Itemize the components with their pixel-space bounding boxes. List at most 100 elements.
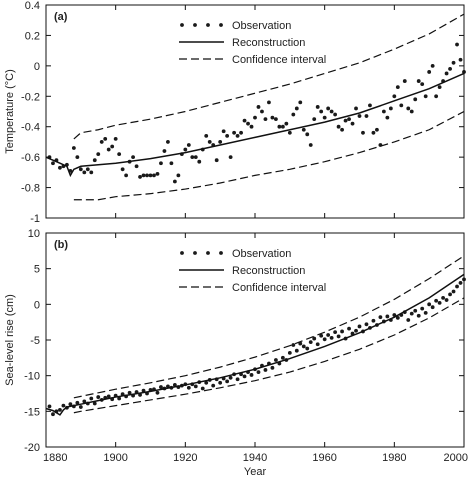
observation-point [368,103,372,108]
observation-point [155,171,160,176]
observation-point [92,158,97,163]
observation-point [354,106,358,111]
observation-point [301,127,306,132]
observation-point [214,158,219,163]
confidence-interval-line [73,13,465,140]
observation-point [256,370,261,374]
panel-label: (a) [54,11,68,23]
observation-point [103,136,108,141]
observation-point [416,79,421,83]
observation-point [183,147,188,152]
observation-point [444,71,449,76]
observation-point [267,100,271,105]
observation-point [399,103,404,108]
observation-point [96,395,101,399]
observation-point [106,147,111,152]
observation-point [124,173,129,178]
series-dashed-3 [73,297,465,414]
observation-point [420,306,425,311]
observation-point [427,302,432,307]
observation-point [159,161,163,166]
x-tick-label: 1880 [43,452,67,464]
y-tick-label: -0.8 [21,183,40,195]
y-axis-title: Sea-level rise (cm) [4,294,16,386]
observation-point [239,130,243,135]
observation-point [343,118,348,123]
confidence-interval-line [73,255,465,399]
observation-point [357,114,362,118]
observation-point [242,118,247,123]
observation-point [256,105,261,109]
observation-point [270,115,275,120]
observation-point [148,173,153,178]
reconstruction-line [45,273,465,416]
y-tick-label: -0.2 [21,91,40,103]
observation-point [315,105,320,109]
legend-dot [180,251,184,255]
y-tick-label: -10 [24,371,40,383]
legend-label: Observation [232,248,291,260]
observation-point [280,124,285,129]
observation-point [305,132,310,137]
observation-point [385,115,390,120]
observation-point [228,155,233,160]
y-tick-label: 0 [34,299,40,311]
observation-point [441,296,445,300]
observation-point [347,326,351,331]
legend-dot [180,23,184,27]
observation-point [354,328,358,333]
series-scatter-0 [47,42,466,184]
observation-point [357,324,362,329]
observation-point [326,106,331,111]
observation-point [381,109,386,114]
observation-point [336,124,341,129]
observation-point [322,115,327,120]
observation-point [186,143,191,147]
observation-point [427,70,432,74]
observation-point [99,140,104,144]
observation-point [120,167,125,172]
observation-point [287,350,292,355]
observation-point [448,67,452,71]
x-tick-label: 1960 [312,452,336,464]
observation-point [336,334,341,339]
observation-point [193,384,198,389]
series-dashed-2 [73,255,465,399]
observation-point [186,385,191,390]
observation-point [190,155,195,160]
observation-point [246,121,250,126]
observation-point [113,136,118,141]
observation-point [176,173,181,178]
observation-point [78,167,83,172]
observation-point [406,318,411,322]
x-axis-title: Year [244,466,267,478]
observation-point [326,333,331,337]
observation-point [172,179,177,184]
observation-point [204,133,209,138]
legend-label: Confidence interval [232,54,326,66]
observation-point [423,310,428,315]
y-tick-label: 0 [34,61,40,73]
observation-point [448,292,452,297]
observation-point [347,117,351,122]
observation-point [409,311,414,316]
observation-point [274,117,278,122]
y-tick-label: -1 [30,213,40,225]
observation-point [166,140,170,144]
observation-point [364,114,369,118]
observation-point [291,343,296,347]
observation-point [145,173,149,178]
y-tick-label: -0.4 [21,122,40,134]
observation-point [294,348,299,353]
observation-point [294,106,299,111]
legend-label: Reconstruction [232,265,305,277]
observation-point [134,164,139,169]
observation-point [333,112,338,117]
observation-point [371,318,376,323]
observation-point [155,390,160,395]
observation-point [162,149,167,153]
observation-point [315,342,320,347]
x-tick-label: 1900 [103,452,127,464]
observation-point [249,373,254,377]
